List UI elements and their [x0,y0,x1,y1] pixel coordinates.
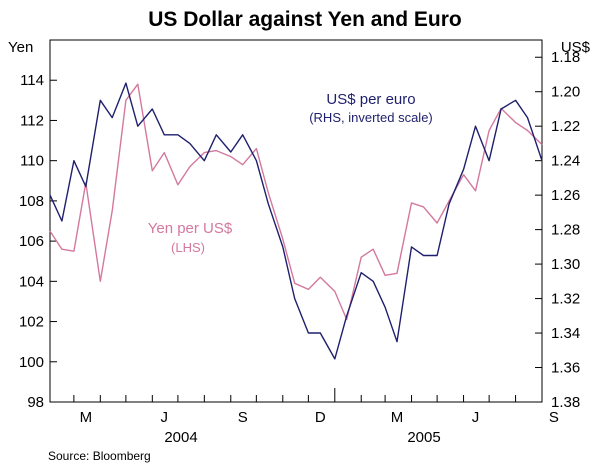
right-axis: 1.18 1.20 1.22 1.24 1.26 1.28 1.30 1.32 1.34 1.36… [535,49,580,411]
month-label: S [549,409,559,426]
euro-series-label: US$ per euro [326,91,415,108]
right-tick-label: 1.38 [551,394,580,411]
right-tick-label: 1.24 [551,153,580,170]
month-label: M [391,409,404,426]
right-tick-label: 1.20 [551,84,580,101]
yen-series-label: Yen per US$ [148,220,233,237]
right-tick-label: 1.32 [551,291,580,308]
left-tick-label: 114 [20,72,44,89]
left-tick-label: 108 [19,193,44,210]
month-label: J [472,409,480,426]
month-label: M [80,409,93,426]
left-axis-unit: Yen [8,39,33,56]
month-label: D [315,409,326,426]
left-tick-label: 104 [19,273,44,290]
right-axis-unit: US$ [561,39,591,56]
left-axis: 98 100 102 104 106 108 110 112 114 [19,72,57,411]
plot-frame [49,39,543,403]
series-lines [49,82,543,360]
right-tick-label: 1.30 [551,256,580,273]
chart-title: US Dollar against Yen and Euro [148,8,462,31]
right-tick-label: 1.26 [551,187,580,204]
yen-series-axis-note: (LHS) [171,240,205,255]
left-tick-label: 100 [19,354,44,371]
euro-series-axis-note: (RHS, inverted scale) [309,110,433,125]
left-tick-label: 102 [19,314,44,331]
right-tick-label: 1.28 [551,222,580,239]
year-label-2004: 2004 [164,429,197,446]
left-tick-label: 98 [27,394,44,411]
left-tick-label: 112 [20,112,44,129]
right-tick-label: 1.22 [551,118,580,135]
month-label: J [161,409,169,426]
left-tick-label: 106 [19,233,44,250]
source-note: Source: Bloomberg [48,449,151,463]
usd-per-euro-line [49,82,543,360]
yen-per-usd-line [49,83,543,321]
right-tick-label: 1.18 [551,49,580,66]
left-tick-label: 110 [20,153,44,170]
month-label: S [238,409,248,426]
right-tick-label: 1.36 [551,360,580,377]
right-tick-label: 1.34 [551,325,580,342]
year-label-2005: 2005 [407,429,440,446]
